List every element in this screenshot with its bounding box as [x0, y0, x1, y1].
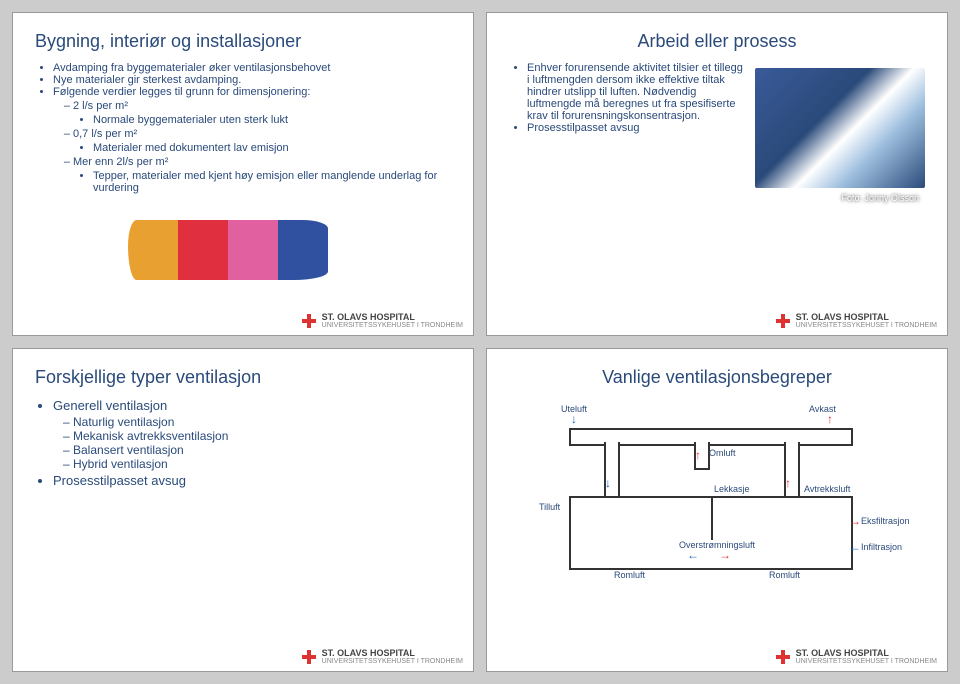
fabric-photo: [128, 220, 328, 280]
photo-credit: Foto: Jonny Olsson: [841, 193, 919, 203]
text: 2 l/s per m²: [73, 100, 128, 112]
subsub: Tepper, materialer med kjent høy emisjon…: [93, 170, 451, 194]
hospital-name: ST. OLAVS HOSPITAL: [796, 649, 937, 658]
lbl-eksfiltrasjon: Eksfiltrasjon: [861, 516, 910, 526]
hospital-name: ST. OLAVS HOSPITAL: [796, 313, 937, 322]
hospital-sub: UNIVERSITETSSYKEHUSET I TRONDHEIM: [322, 322, 463, 329]
bullet: Enhver forurensende aktivitet tilsier et…: [527, 62, 743, 122]
bullet-text: Følgende verdier legges til grunn for di…: [53, 86, 310, 98]
slide-title: Forskjellige typer ventilasjon: [35, 367, 451, 388]
cross-icon: [302, 650, 316, 664]
ventilation-diagram: Uteluft Avkast Omluft Lekkasje Avtrekksl…: [509, 398, 925, 578]
rooms: [569, 496, 853, 570]
bullet: Generell ventilasjon Naturlig ventilasjo…: [53, 398, 451, 471]
cross-icon: [776, 650, 790, 664]
lbl-omluft: Omluft: [709, 448, 736, 458]
bullet: Avdamping fra byggematerialer øker venti…: [53, 62, 451, 74]
sub-bullet: 2 l/s per m² Normale byggematerialer ute…: [73, 100, 451, 126]
arrow-avkast-icon: ↑: [827, 412, 833, 426]
slide-title: Bygning, interiør og installasjoner: [35, 31, 451, 52]
sub-bullet: Naturlig ventilasjon: [73, 415, 451, 429]
slide-types: Forskjellige typer ventilasjon Generell …: [12, 348, 474, 672]
hospital-sub: UNIVERSITETSSYKEHUSET I TRONDHEIM: [796, 658, 937, 665]
hospital-name: ST. OLAVS HOSPITAL: [322, 649, 463, 658]
hospital-sub: UNIVERSITETSSYKEHUSET I TRONDHEIM: [796, 322, 937, 329]
lbl-tilluft: Tilluft: [539, 502, 560, 512]
text: 0,7 l/s per m²: [73, 128, 137, 140]
slide-title: Arbeid eller prosess: [509, 31, 925, 52]
sub-bullet: 0,7 l/s per m² Materialer med dokumenter…: [73, 128, 451, 154]
hospital-name: ST. OLAVS HOSPITAL: [322, 313, 463, 322]
bullet: Prosesstilpasset avsug: [527, 122, 743, 134]
footer-logo: ST. OLAVS HOSPITAL UNIVERSITETSSYKEHUSET…: [776, 313, 937, 329]
bullet: Følgende verdier legges til grunn for di…: [53, 86, 451, 194]
sub-bullet: Hybrid ventilasjon: [73, 457, 451, 471]
footer-logo: ST. OLAVS HOSPITAL UNIVERSITETSSYKEHUSET…: [776, 649, 937, 665]
lbl-lekkasje: Lekkasje: [714, 484, 750, 494]
footer-logo: ST. OLAVS HOSPITAL UNIVERSITETSSYKEHUSET…: [302, 313, 463, 329]
cross-icon: [302, 314, 316, 328]
arrow-over-r-icon: →: [719, 548, 731, 562]
arrow-omluft-icon: ↑: [695, 448, 701, 462]
arrow-inf-icon: ←: [849, 540, 861, 554]
slide-title: Vanlige ventilasjonsbegreper: [509, 367, 925, 388]
subsub: Normale byggematerialer uten sterk lukt: [93, 114, 451, 126]
lbl-romluft-1: Romluft: [614, 570, 645, 580]
slide-concepts: Vanlige ventilasjonsbegreper Uteluft Avk…: [486, 348, 948, 672]
lbl-infiltrasjon: Infiltrasjon: [861, 542, 902, 552]
hospital-sub: UNIVERSITETSSYKEHUSET I TRONDHEIM: [322, 658, 463, 665]
cross-icon: [776, 314, 790, 328]
slide-building: Bygning, interiør og installasjoner Avda…: [12, 12, 474, 336]
sub-bullet: Balansert ventilasjon: [73, 443, 451, 457]
arrow-eks-icon: →: [849, 514, 861, 528]
bullet: Prosesstilpasset avsug: [53, 473, 451, 488]
lbl-avtrekk: Avtrekksluft: [804, 484, 850, 494]
subsub: Materialer med dokumentert lav emisjon: [93, 142, 451, 154]
arrow-avtrekk-icon: ↑: [785, 476, 791, 490]
lbl-romluft-2: Romluft: [769, 570, 800, 580]
slide-process: Arbeid eller prosess Enhver forurensende…: [486, 12, 948, 336]
footer-logo: ST. OLAVS HOSPITAL UNIVERSITETSSYKEHUSET…: [302, 649, 463, 665]
arrow-over-l-icon: ←: [687, 548, 699, 562]
arrow-uteluft-icon: ↓: [571, 412, 577, 426]
bullet: Nye materialer gir sterkest avdamping.: [53, 74, 451, 86]
text: Mer enn 2l/s per m²: [73, 156, 168, 168]
partition: [711, 498, 713, 540]
sub-bullet: Mekanisk avtrekksventilasjon: [73, 429, 451, 443]
text: Generell ventilasjon: [53, 398, 167, 413]
arrow-tilluft-icon: ↓: [605, 476, 611, 490]
sub-bullet: Mer enn 2l/s per m² Tepper, materialer m…: [73, 156, 451, 194]
welding-photo: [755, 68, 925, 188]
